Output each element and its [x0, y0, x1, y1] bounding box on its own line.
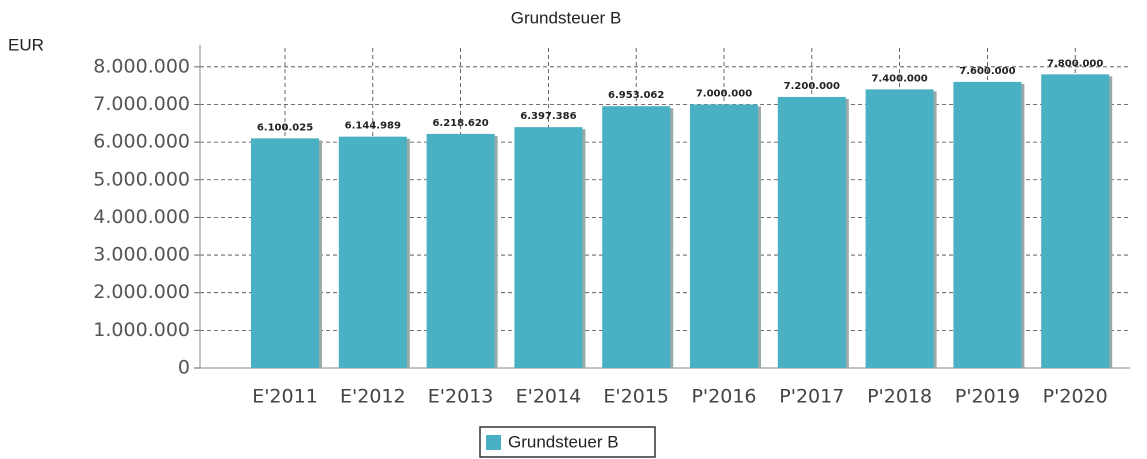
- bar: [251, 138, 319, 368]
- x-tick-label: P'2016: [691, 386, 756, 408]
- legend-box: [479, 426, 656, 458]
- bar: [1041, 74, 1110, 369]
- x-tick-label: P'2020: [1043, 386, 1108, 408]
- x-tick-label: P'2018: [867, 386, 932, 408]
- bar: [514, 127, 583, 369]
- legend-label: Grundsteuer B: [508, 432, 619, 451]
- value-label: 6.397.386: [520, 111, 576, 122]
- value-label: 6.144.989: [345, 121, 401, 132]
- value-label: 7.800.000: [1047, 58, 1103, 69]
- legend-swatch: [486, 435, 501, 450]
- bar: [777, 96, 846, 369]
- bar: [602, 106, 671, 368]
- bar: [865, 89, 934, 368]
- value-label: 6.953.062: [608, 90, 664, 101]
- bar: [338, 136, 407, 368]
- x-tick-label: E'2012: [340, 386, 406, 408]
- y-tick-label: 8.000.000: [93, 55, 190, 77]
- bar: [426, 133, 495, 368]
- y-tick-label: 5.000.000: [93, 168, 190, 190]
- value-label: 7.600.000: [959, 66, 1015, 77]
- value-label: 6.218.620: [432, 118, 488, 129]
- value-label: 7.200.000: [784, 81, 840, 92]
- y-tick-label: 6.000.000: [93, 131, 190, 153]
- legend: Grundsteuer B: [479, 426, 656, 458]
- x-tick-label: E'2015: [603, 386, 669, 408]
- y-tick-label: 2.000.000: [93, 281, 190, 303]
- bar: [690, 104, 758, 369]
- x-tick-label: E'2013: [428, 386, 494, 408]
- bar: [953, 81, 1022, 368]
- value-label: 7.000.000: [696, 88, 752, 99]
- y-tick-label: 7.000.000: [93, 93, 190, 115]
- x-tick-label: P'2019: [955, 386, 1020, 408]
- x-tick-label: P'2017: [779, 386, 844, 408]
- value-label: 6.100.025: [257, 122, 313, 133]
- x-tick-label: E'2014: [516, 386, 582, 408]
- x-tick-label: E'2011: [252, 386, 318, 408]
- y-axis-label: EUR: [8, 35, 44, 54]
- value-label: 7.400.000: [871, 73, 927, 84]
- y-tick-label: 1.000.000: [93, 319, 190, 341]
- y-tick-label: 0: [178, 357, 190, 379]
- chart-title: Grundsteuer B: [511, 8, 622, 27]
- y-tick-label: 4.000.000: [93, 206, 190, 228]
- y-tick-label: 3.000.000: [93, 244, 190, 266]
